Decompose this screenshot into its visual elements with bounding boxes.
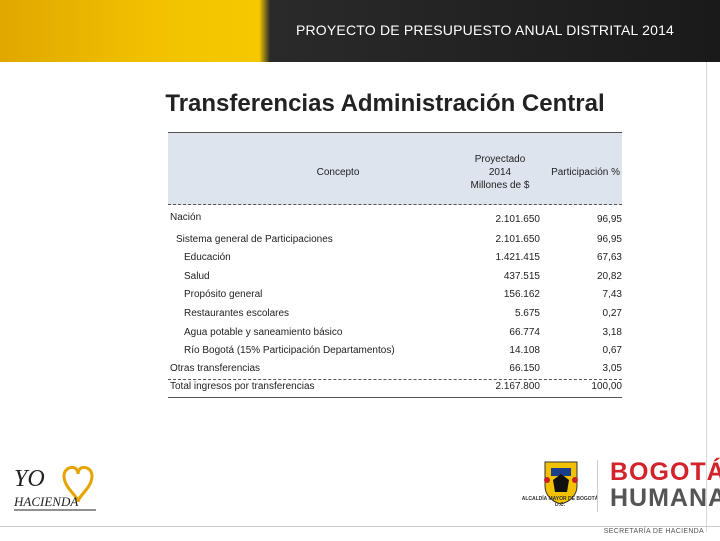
right-divider (706, 62, 707, 532)
row-label: Sistema general de Participaciones (176, 234, 333, 245)
table-header: Concepto Proyectado 2014 Millones de $ P… (168, 132, 622, 205)
row-value: 2.101.650 (495, 214, 541, 225)
table-row: Agua potable y saneamiento básico 66.774… (168, 327, 622, 343)
row-label: Salud (184, 271, 210, 282)
row-pct: 0,67 (602, 345, 622, 356)
row-pct: 100,00 (591, 381, 622, 392)
row-value: 2.101.650 (495, 234, 541, 245)
row-value: 14.108 (509, 345, 540, 356)
hacienda-logo-word: HACIENDA (13, 494, 78, 509)
row-label: Restaurantes escolares (184, 308, 290, 319)
row-value: 156.162 (503, 289, 540, 300)
row-value: 66.774 (509, 327, 540, 338)
row-label: Nación (170, 212, 202, 223)
table-row: Nación 2.101.650 96,95 (168, 212, 622, 228)
table-row: Salud 437.515 20,82 (168, 271, 622, 287)
row-label: Agua potable y saneamiento básico (184, 327, 343, 338)
header-participacion: Participación % (551, 167, 620, 178)
row-pct: 3,18 (602, 327, 622, 338)
row-value: 2.167.800 (495, 381, 541, 392)
bottom-bar (0, 526, 720, 541)
header-proyectado-line3: Millones de $ (470, 180, 530, 191)
bogota-crest-icon (544, 461, 578, 505)
row-pct: 3,05 (602, 363, 622, 374)
row-value: 437.515 (503, 271, 540, 282)
table-row: Propósito general 156.162 7,43 (168, 289, 622, 305)
row-pct: 20,82 (596, 271, 622, 282)
table-row: Otras transferencias 66.150 3,05 (168, 363, 622, 380)
row-value: 1.421.415 (495, 252, 541, 263)
row-pct: 96,95 (596, 214, 622, 225)
yo-logo-word: YO (14, 466, 45, 492)
banner-title: PROYECTO DE PRESUPUESTO ANUAL DISTRITAL … (295, 22, 675, 38)
bogota-logo-line2: HUMANA (610, 484, 720, 512)
table-row: Sistema general de Participaciones 2.101… (168, 234, 622, 250)
table-row: Educación 1.421.415 67,63 (168, 252, 622, 268)
row-pct: 0,27 (602, 308, 622, 319)
row-value: 66.150 (509, 363, 540, 374)
row-label: Río Bogotá (15% Participación Departamen… (184, 345, 395, 356)
secretaria-label: SECRETARÍA DE HACIENDA (603, 528, 704, 535)
footer-divider (597, 460, 598, 512)
header-concepto: Concepto (316, 167, 360, 178)
header-proyectado-line1: Proyectado (474, 154, 526, 165)
row-label: Propósito general (184, 289, 263, 300)
header-proyectado: Proyectado 2014 Millones de $ (464, 153, 536, 192)
row-label: Otras transferencias (170, 363, 261, 374)
table-row: Río Bogotá (15% Participación Departamen… (168, 345, 622, 361)
bogota-logo-line1: BOGOTÁ (610, 458, 720, 486)
header-divider (168, 204, 622, 205)
table-row-total: Total ingresos por transferencias 2.167.… (168, 381, 622, 398)
table-row: Restaurantes escolares 5.675 0,27 (168, 308, 622, 324)
yo-hacienda-logo: YO HACIENDA (13, 466, 96, 511)
row-pct: 7,43 (602, 289, 622, 300)
page-title: Transferencias Administración Central (165, 90, 605, 117)
row-label: Total ingresos por transferencias (170, 381, 315, 392)
row-pct: 67,63 (596, 252, 622, 263)
header-proyectado-line2: 2014 (488, 167, 512, 178)
top-banner (0, 0, 720, 62)
row-label: Educación (184, 252, 231, 263)
row-pct: 96,95 (596, 234, 622, 245)
crest-caption: ALCALDÍA MAYOR DE BOGOTÁ D.C. (521, 496, 599, 508)
row-value: 5.675 (514, 308, 540, 319)
